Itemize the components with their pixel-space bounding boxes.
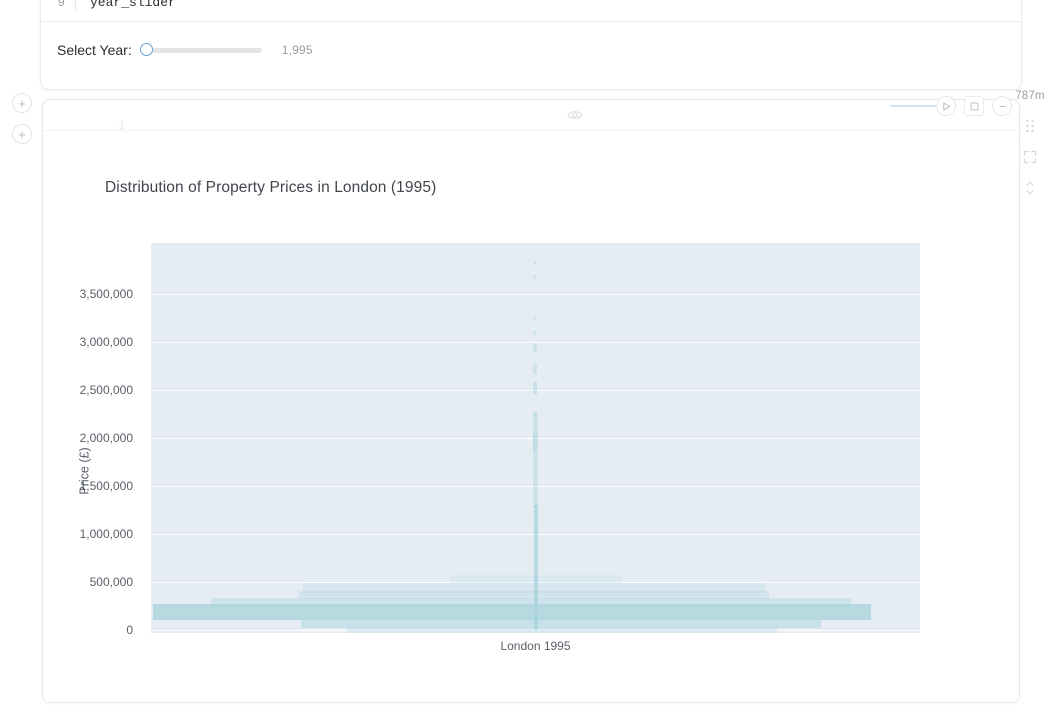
move-vertical-icon[interactable] (1024, 180, 1036, 196)
chart-title: Distribution of Property Prices in Londo… (105, 179, 437, 196)
drag-handle-icon[interactable] (1024, 118, 1036, 134)
slider-output: Select Year: 1,995 (41, 22, 1021, 76)
gridline (151, 486, 920, 487)
line-number: 1 (118, 120, 126, 133)
violin-body (211, 598, 851, 607)
cell-2-code-row[interactable]: 1 query_distribution = f""" (43, 100, 1019, 146)
gridline (151, 342, 920, 343)
eye-icon[interactable] (567, 107, 583, 123)
violin-body (451, 575, 623, 583)
collapse-cell-button[interactable] (992, 96, 1012, 116)
line-number: 9 (57, 0, 65, 10)
slider-handle[interactable] (139, 43, 153, 56)
outlier-point (533, 317, 537, 321)
code-editor-cell-1[interactable]: 8 ) 9 year_slider (41, 0, 1021, 19)
outlier-point (533, 381, 537, 395)
outlier-point (533, 331, 537, 335)
y-tick-label: 2,000,000 (79, 431, 133, 445)
cell-connector-line (890, 105, 948, 107)
plot-area: London 1995 (151, 243, 920, 653)
code-cell-chart[interactable]: 1 query_distribution = f""" Distribution… (42, 99, 1020, 703)
outlier-point (533, 411, 537, 416)
play-icon (942, 101, 950, 111)
expand-icon[interactable] (1023, 150, 1037, 164)
violin-body (301, 619, 821, 628)
y-tick-label: 0 (126, 623, 133, 637)
outlier-point (533, 343, 537, 352)
add-cell-above-button[interactable]: + (12, 93, 32, 113)
plus-icon: + (18, 95, 26, 111)
slider-track[interactable] (145, 48, 262, 53)
gridline (151, 294, 920, 295)
stop-cell-button[interactable] (964, 96, 984, 116)
add-cell-below-button[interactable]: + (12, 124, 32, 144)
code-cell-slider[interactable]: 8 ) 9 year_slider Select Year: 1,995 (40, 0, 1022, 90)
violin-body (347, 627, 777, 633)
code-text: year_slider (90, 0, 176, 10)
outlier-point (533, 433, 537, 451)
cell-elapsed-time: 787m (1015, 90, 1045, 102)
slider-label: Select Year: (57, 42, 132, 58)
y-tick-label: 3,000,000 (79, 335, 133, 349)
y-tick-label: 2,500,000 (79, 383, 133, 397)
outlier-point (533, 275, 537, 279)
y-tick-label: 500,000 (89, 575, 133, 589)
y-tick-label: 3,500,000 (79, 287, 133, 301)
violin-spike (533, 413, 538, 508)
minus-icon (999, 105, 1005, 107)
gutter-divider (75, 0, 76, 11)
gridline (151, 630, 920, 631)
violin-body (299, 591, 769, 599)
cell-divider (41, 21, 1021, 22)
violin-body (303, 583, 765, 593)
y-tick-label: 1,500,000 (79, 479, 133, 493)
violin-body (153, 604, 871, 620)
chart-output: Distribution of Property Prices in Londo… (43, 131, 1019, 702)
outlier-point (533, 363, 537, 375)
plus-icon: + (18, 126, 26, 142)
code-line: 9 year_slider (41, 0, 1021, 13)
square-icon (970, 102, 978, 110)
x-tick-label: London 1995 (500, 639, 571, 653)
slider-value: 1,995 (281, 43, 313, 57)
cell-right-rail: 787m (1012, 90, 1048, 196)
year-slider[interactable] (139, 43, 268, 57)
outlier-point (533, 261, 537, 265)
cell-run-controls (936, 96, 1012, 116)
y-tick-label: 1,000,000 (79, 527, 133, 541)
run-cell-button[interactable] (936, 96, 956, 116)
violin-spike (534, 505, 538, 630)
